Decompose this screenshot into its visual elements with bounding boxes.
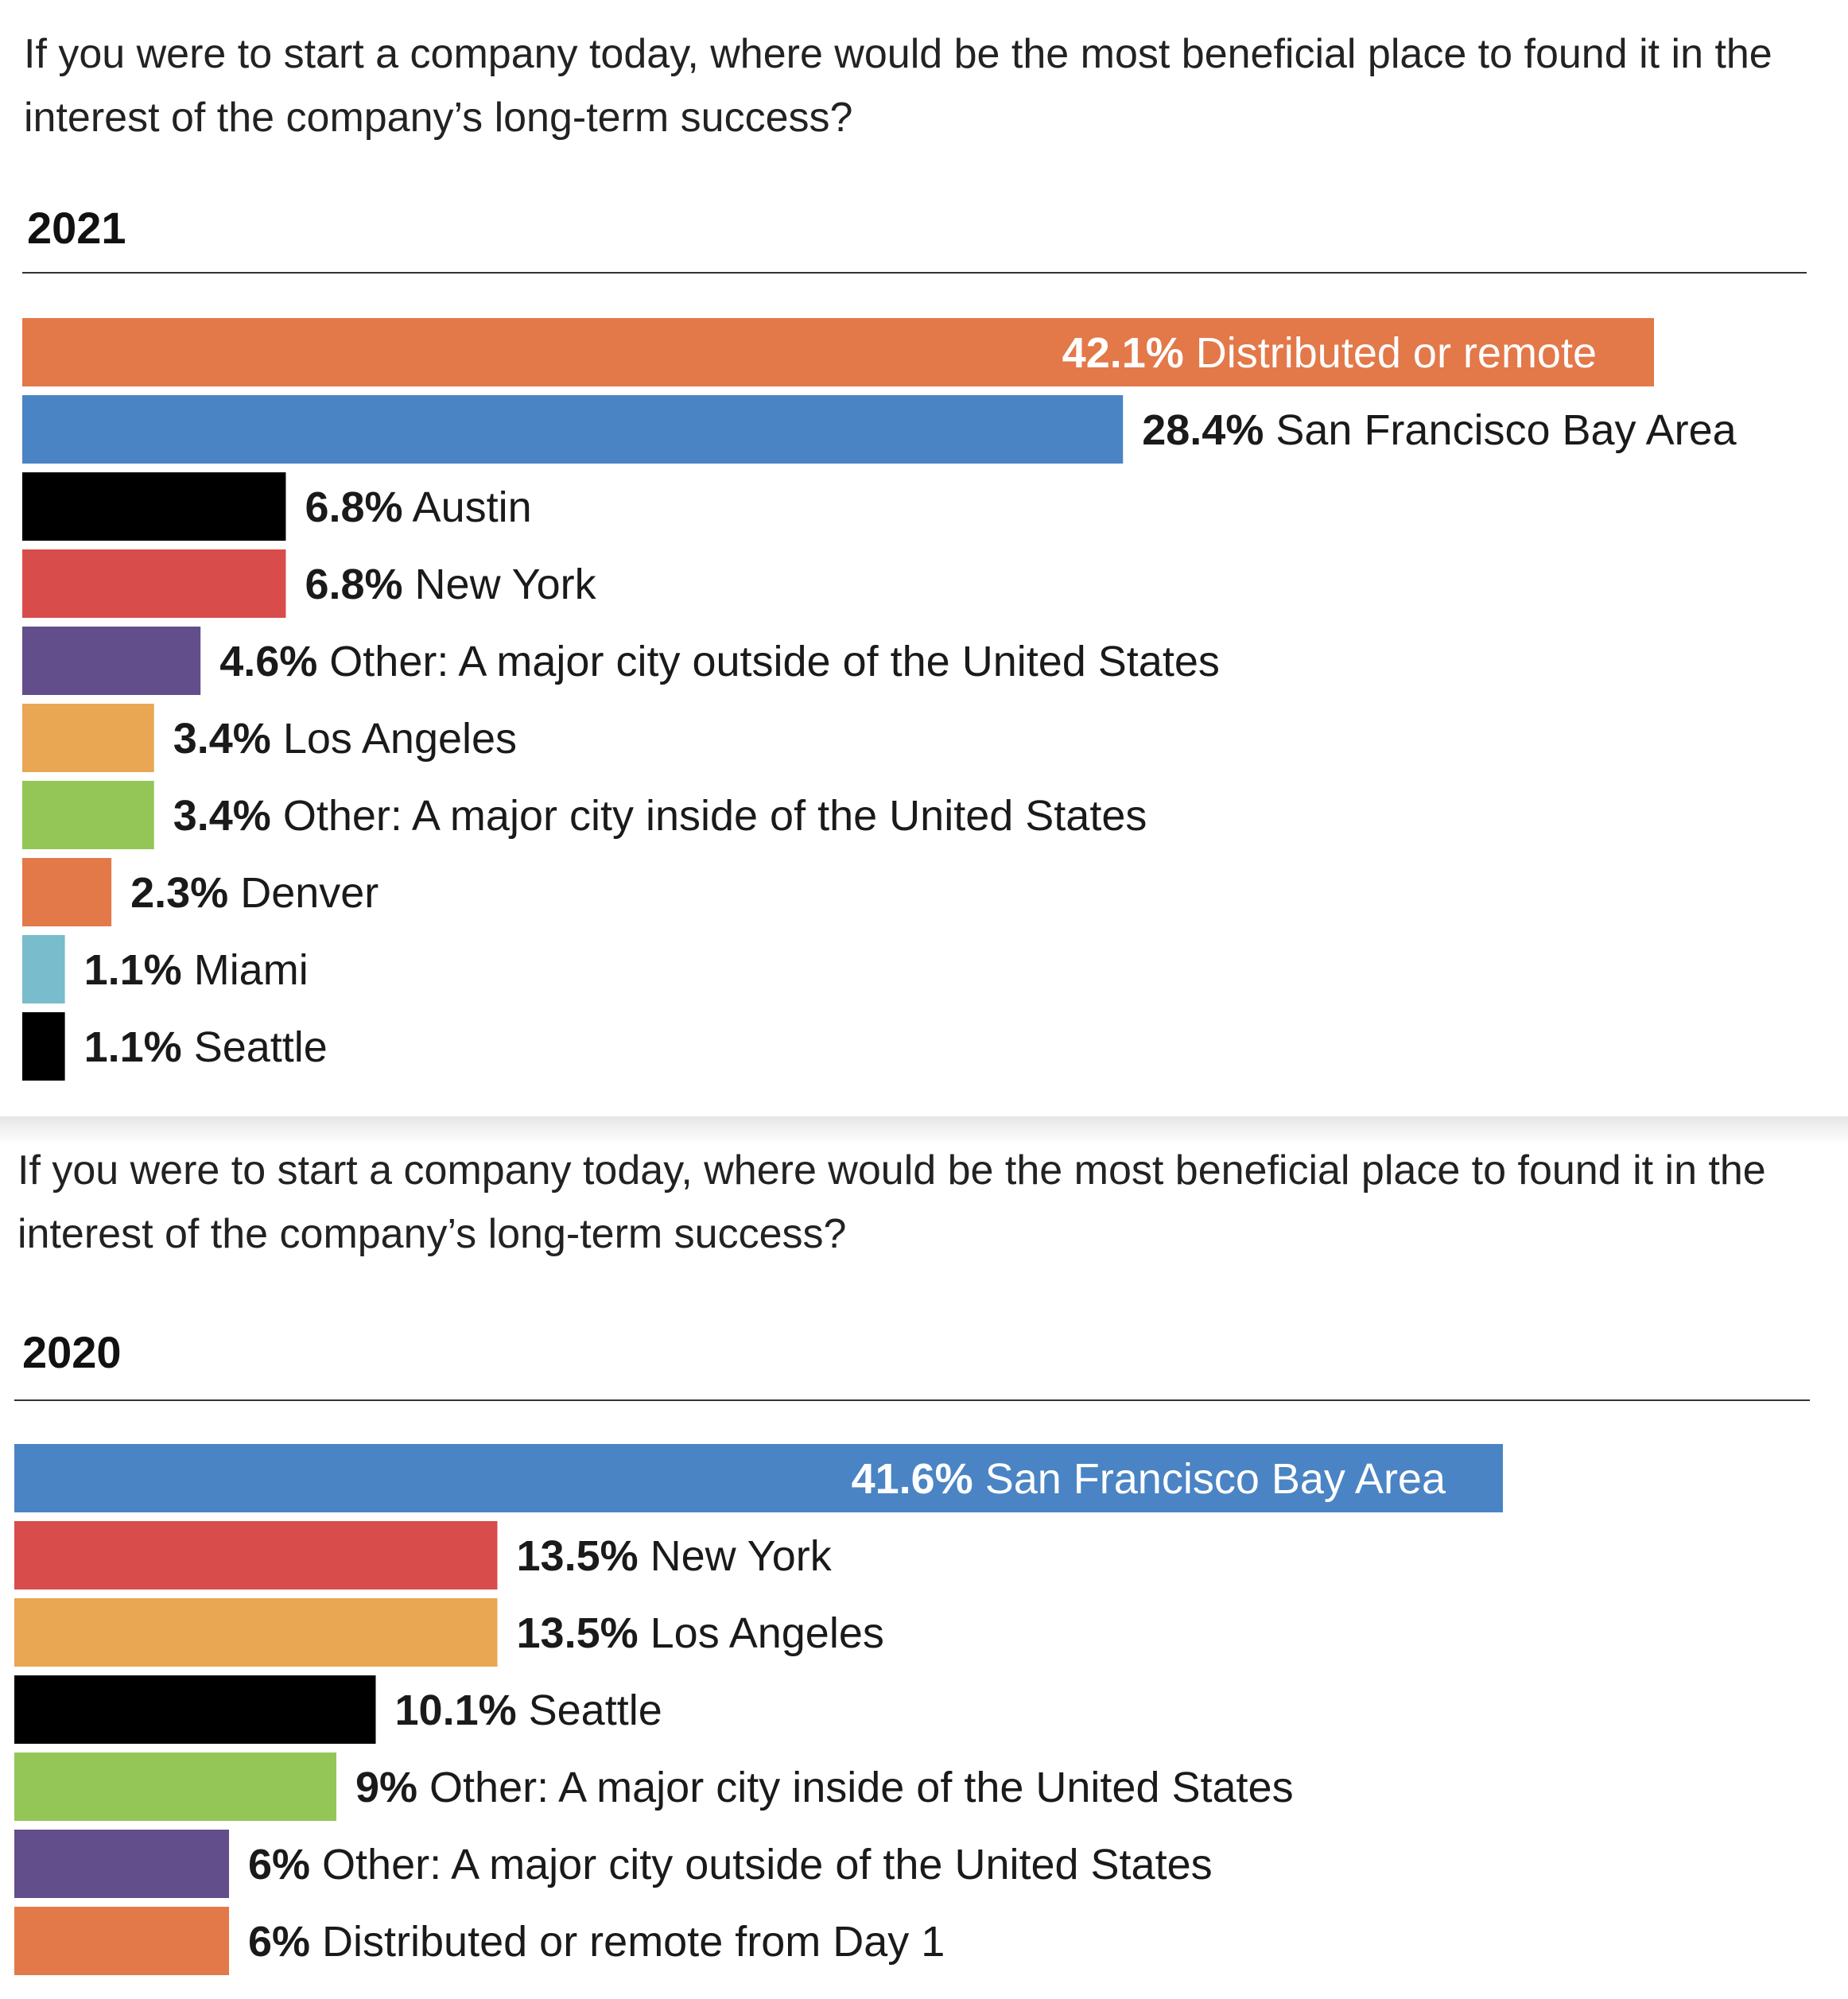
panel-separator [0, 1116, 1848, 1145]
bar-value-label: 6.8% [305, 561, 402, 608]
bar-category-label: Other: A major city outside of the Unite… [317, 638, 1220, 685]
bar-value-label: 2.3% [130, 869, 228, 917]
bar-label-other-a-major-city-outside-of-the-united-states: 4.6% Other: A major city outside of the … [219, 638, 1220, 685]
bar-label-seattle: 10.1% Seattle [395, 1687, 662, 1734]
bar-san-francisco-bay-area [22, 395, 1124, 464]
bar-value-label: 13.5% [517, 1532, 639, 1580]
bar-los-angeles [22, 704, 154, 772]
bar-value-label: 3.4% [173, 715, 271, 763]
bar-distributed-or-remote [22, 318, 1654, 386]
bar-label-other-a-major-city-inside-of-the-united-states: 9% Other: A major city inside of the Uni… [355, 1764, 1294, 1811]
bar-value-label: 41.6% [852, 1455, 973, 1503]
bar-category-label: San Francisco Bay Area [973, 1455, 1446, 1503]
chart-title: If you were to start a company today, wh… [17, 1147, 1766, 1257]
chart-subtitle-year: 2021 [27, 203, 126, 253]
bar-value-label: 9% [355, 1764, 417, 1811]
bar-other-a-major-city-inside-of-the-united-states [22, 781, 154, 849]
bar-category-label: Distributed or remote [1184, 329, 1597, 377]
bar-label-other-a-major-city-outside-of-the-united-states: 6% Other: A major city outside of the Un… [248, 1841, 1213, 1888]
divider-rule [22, 272, 1807, 274]
bar-label-miami: 1.1% Miami [84, 946, 309, 994]
bar-chart-2020: 41.6% San Francisco Bay Area 13.5% New Yo… [14, 1444, 1503, 1975]
chart-title: If you were to start a company today, wh… [24, 31, 1772, 141]
bar-value-label: 1.1% [84, 1023, 182, 1071]
bar-label-los-angeles: 3.4% Los Angeles [173, 715, 517, 763]
bar-new-york [22, 549, 286, 618]
bar-category-label: Los Angeles [271, 715, 517, 763]
bar-label-denver: 2.3% Denver [130, 869, 379, 917]
bar-chart-2021: 42.1% Distributed or remote 28.4% San Fra… [22, 318, 1737, 1081]
bar-label-distributed-or-remote-from-day-1: 6% Distributed or remote from Day 1 [248, 1918, 945, 1966]
bar-new-york [14, 1521, 498, 1589]
bar-category-label: Denver [228, 869, 379, 917]
bar-category-label: Other: A major city inside of the United… [271, 792, 1147, 840]
bar-austin [22, 472, 286, 541]
bar-category-label: San Francisco Bay Area [1264, 406, 1737, 454]
bar-label-san-francisco-bay-area: 41.6% San Francisco Bay Area [852, 1455, 1446, 1503]
bar-value-label: 3.4% [173, 792, 271, 840]
divider-rule [14, 1399, 1810, 1401]
chart-panel-2020: If you were to start a company today, wh… [0, 1124, 1848, 1999]
bar-distributed-or-remote-from-day-1 [14, 1907, 229, 1975]
chart-subtitle-year: 2020 [22, 1327, 122, 1377]
bar-value-label: 10.1% [395, 1687, 517, 1734]
bar-value-label: 13.5% [517, 1609, 639, 1657]
bar-label-san-francisco-bay-area: 28.4% San Francisco Bay Area [1142, 406, 1737, 454]
bar-denver [22, 858, 112, 926]
bar-label-los-angeles: 13.5% Los Angeles [517, 1609, 884, 1657]
bar-seattle [22, 1012, 65, 1081]
bar-value-label: 6.8% [305, 483, 402, 531]
bar-other-a-major-city-inside-of-the-united-states [14, 1753, 336, 1821]
bar-label-new-york: 6.8% New York [305, 561, 596, 608]
bar-category-label: Austin [403, 483, 532, 531]
bar-miami [22, 935, 65, 1003]
bar-label-other-a-major-city-inside-of-the-united-states: 3.4% Other: A major city inside of the U… [173, 792, 1147, 840]
bar-value-label: 42.1% [1062, 329, 1184, 377]
bar-label-new-york: 13.5% New York [517, 1532, 833, 1580]
bar-category-label: Distributed or remote from Day 1 [310, 1918, 945, 1966]
bar-value-label: 6% [248, 1841, 310, 1888]
bar-value-label: 4.6% [219, 638, 317, 685]
bar-value-label: 1.1% [84, 946, 182, 994]
bar-other-a-major-city-outside-of-the-united-states [22, 627, 201, 695]
bar-other-a-major-city-outside-of-the-united-states [14, 1830, 229, 1898]
bar-category-label: Seattle [182, 1023, 328, 1071]
bar-value-label: 28.4% [1142, 406, 1264, 454]
chart-panel-2021: If you were to start a company today, wh… [22, 31, 1807, 1081]
bar-category-label: Other: A major city outside of the Unite… [310, 1841, 1213, 1888]
bar-value-label: 6% [248, 1918, 310, 1966]
bar-seattle [14, 1675, 376, 1744]
bar-category-label: Los Angeles [639, 1609, 884, 1657]
bar-category-label: New York [639, 1532, 833, 1580]
bar-category-label: New York [403, 561, 597, 608]
bar-san-francisco-bay-area [14, 1444, 1503, 1512]
bar-label-seattle: 1.1% Seattle [84, 1023, 328, 1071]
bar-los-angeles [14, 1598, 498, 1667]
bar-category-label: Miami [182, 946, 309, 994]
bar-label-distributed-or-remote: 42.1% Distributed or remote [1062, 329, 1597, 377]
bar-category-label: Other: A major city inside of the United… [417, 1764, 1294, 1811]
bar-category-label: Seattle [517, 1687, 662, 1734]
bar-label-austin: 6.8% Austin [305, 483, 531, 531]
